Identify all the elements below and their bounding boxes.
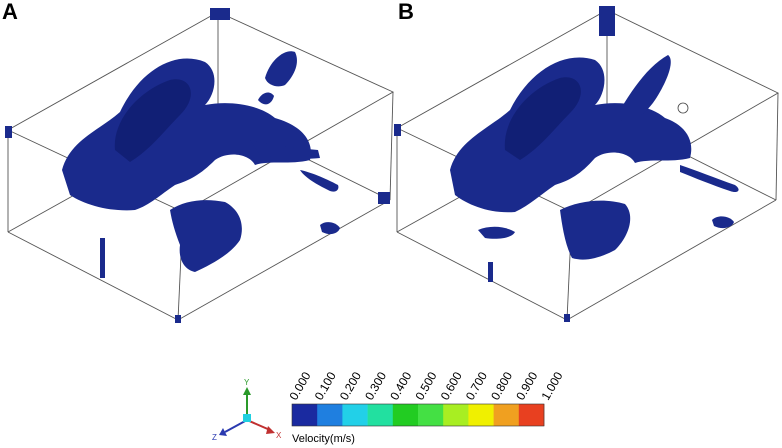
panel-b-column [488,262,493,282]
panel-a-corner-top [210,8,230,20]
colorbar-segment [493,404,520,426]
panel-a-corner-left [5,126,12,138]
colorbar-outline [291,403,545,427]
colorbar-title: Velocity(m/s) [292,433,355,445]
panel-b-corner-left [394,124,401,136]
colorbar-segment [317,404,343,426]
colorbar-tick-labels: 0.0000.1000.2000.3000.4000.5000.6000.700… [286,369,565,402]
panel-a-column [100,238,105,278]
axis-x-label: X [276,431,282,440]
axis-y-label: Y [244,378,250,387]
colorbar-tick-label: 0.400 [387,369,414,402]
panel-label-b: B [398,0,414,24]
colorbar-segment [342,404,368,426]
axis-triad: Y Z X [212,378,282,442]
colorbar-tick-label: 0.900 [513,369,540,402]
colorbar-segment [518,404,545,426]
colorbar-tick-label: 0.200 [337,369,364,402]
panel-b-domain [394,6,779,322]
colorbar-segment [392,404,419,426]
colorbar-segment [367,404,394,426]
velocity-colorbar [291,403,545,427]
colorbar-tick-label: 0.000 [286,369,313,402]
colorbar-tick-label: 0.800 [488,369,515,402]
colorbar-segment [418,404,444,426]
colorbar-tick-label: 0.100 [312,369,339,402]
panel-a-flow-particles [5,8,390,323]
panel-b-corner-bottom [564,314,570,322]
colorbar-segment [443,404,469,426]
panel-label-a: A [2,0,18,24]
panel-b-flow-particles [394,6,739,322]
axis-z-label: Z [212,433,217,442]
colorbar-segment [292,404,318,426]
panel-a-corner-bottom [175,315,181,323]
colorbar-tick-label: 0.500 [412,369,439,402]
panel-a-domain [5,8,394,323]
panel-b-probe-marker [677,102,689,114]
panel-b-corner-top [599,6,615,36]
panel-a-corner-right [378,192,390,204]
colorbar-tick-label: 0.600 [438,369,465,402]
colorbar-tick-label: 0.300 [362,369,389,402]
colorbar-tick-label: 1.000 [538,369,565,402]
colorbar-tick-label: 0.700 [463,369,490,402]
colorbar-segment [468,404,494,426]
